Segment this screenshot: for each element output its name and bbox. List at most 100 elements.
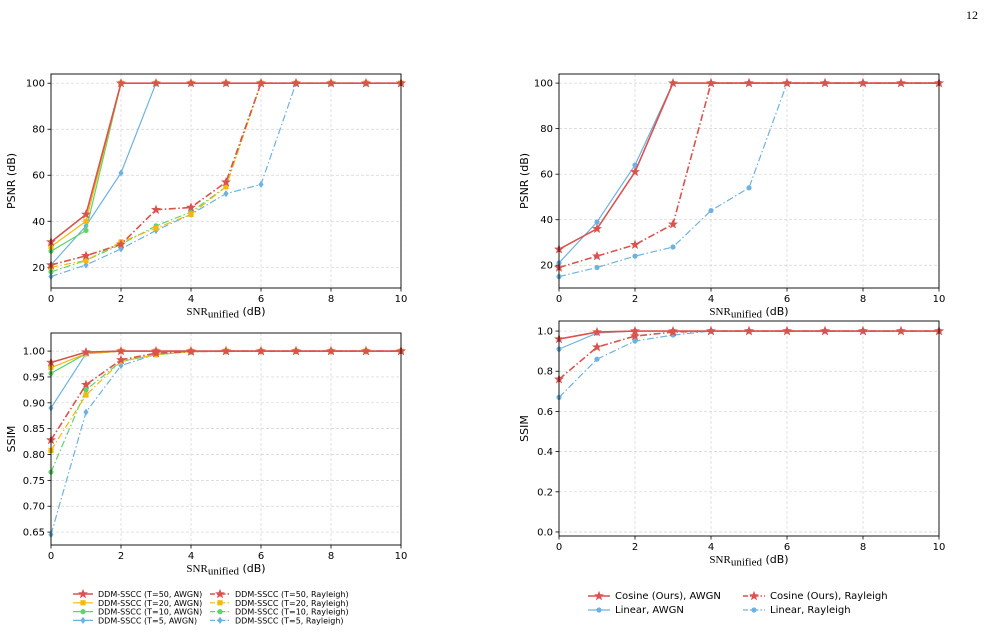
x-tick-label: 6 xyxy=(258,294,264,305)
chart-right-bottom: 0 2 4 6 8 10 0.0 0.2 0.4 0.6 0.8 1.0 SNRunified (dB)… xyxy=(518,320,945,569)
y-tick-label: 20 xyxy=(540,261,553,272)
data-point xyxy=(116,239,126,249)
x-tick-label: 0 xyxy=(48,294,54,305)
data-point xyxy=(630,166,640,177)
data-point xyxy=(256,345,266,356)
data-point xyxy=(83,392,89,398)
legend-label: DDM-SSCC (T=20, Rayleigh) xyxy=(235,599,349,608)
chart-left-bottom: 0 2 4 6 8 10 0.65 0.70 0.75 0.80 0.85 0.90 0.95 1.00 S… xyxy=(5,332,408,578)
y-axis-title: PSNR (dB) xyxy=(518,153,531,209)
y-tick-label: 100 xyxy=(534,79,553,90)
y-tick-label: 0.70 xyxy=(23,502,45,513)
legend-marker xyxy=(217,600,223,606)
y-tick-label: 0.85 xyxy=(23,424,45,435)
legend-marker xyxy=(80,609,86,615)
data-point xyxy=(592,250,602,261)
y-tick-label: 0.95 xyxy=(23,372,45,383)
data-point xyxy=(83,227,89,234)
axes-frame xyxy=(558,73,940,289)
y-tick-label: 0.0 xyxy=(537,527,553,538)
data-point xyxy=(83,218,89,224)
series-line xyxy=(558,82,939,251)
x-tick-label: 8 xyxy=(328,551,334,562)
data-point xyxy=(221,345,231,356)
series-line xyxy=(50,350,401,441)
chart-left-top: 0 2 4 6 8 10 20 40 60 80 100 SNRunified (dB) PSNR (d… xyxy=(5,73,408,321)
x-axis-title: SNRunified (dB) xyxy=(186,305,265,321)
data-point xyxy=(668,77,678,88)
series-line xyxy=(50,82,401,243)
x-tick-label: 2 xyxy=(632,294,638,305)
y-tick-label: 0.80 xyxy=(23,450,45,461)
legend-marker xyxy=(751,607,757,613)
x-tick-label: 2 xyxy=(118,294,124,305)
series-line xyxy=(558,82,939,278)
data-point xyxy=(81,379,91,389)
data-point xyxy=(291,78,301,88)
page-number: 12 xyxy=(966,8,978,22)
y-tick-label: 1.0 xyxy=(537,327,553,338)
data-point xyxy=(668,326,678,337)
y-axis-title: SSIM xyxy=(518,415,531,442)
legend-label: DDM-SSCC (T=10, AWGN) xyxy=(98,608,202,617)
x-tick-label: 10 xyxy=(395,551,408,562)
y-tick-label: 0.6 xyxy=(537,407,553,418)
data-point xyxy=(630,325,640,336)
x-tick-label: 0 xyxy=(556,542,562,553)
data-point xyxy=(668,219,678,229)
data-point xyxy=(632,253,638,259)
x-tick-label: 0 xyxy=(556,294,562,305)
x-tick-label: 8 xyxy=(328,294,334,305)
data-point xyxy=(326,78,336,88)
data-point xyxy=(594,219,600,225)
data-point xyxy=(258,180,264,189)
data-point xyxy=(594,356,600,362)
data-point xyxy=(83,408,89,416)
data-point xyxy=(896,77,906,88)
x-tick-label: 2 xyxy=(632,542,638,553)
data-point xyxy=(83,261,89,269)
x-tick-label: 10 xyxy=(933,294,946,305)
data-point xyxy=(221,78,231,88)
data-point xyxy=(186,346,196,356)
data-point xyxy=(744,325,754,336)
series-line xyxy=(50,82,401,248)
data-point xyxy=(630,239,640,249)
y-tick-label: 60 xyxy=(540,170,553,181)
data-point xyxy=(188,211,194,217)
y-tick-label: 0.8 xyxy=(537,367,553,378)
data-point xyxy=(706,325,716,336)
data-point xyxy=(186,78,196,88)
data-point xyxy=(81,209,91,219)
data-point xyxy=(820,325,830,336)
x-tick-label: 2 xyxy=(118,551,124,562)
series-line xyxy=(50,350,401,409)
data-point xyxy=(81,346,91,357)
y-tick-label: 0.65 xyxy=(23,528,45,539)
x-tick-label: 10 xyxy=(395,294,408,305)
data-point xyxy=(361,78,371,88)
series-line xyxy=(50,82,401,252)
x-axis-title: SNRunified (dB) xyxy=(186,562,265,578)
legend-marker xyxy=(78,588,88,599)
data-point xyxy=(632,338,638,344)
series-line xyxy=(50,82,401,266)
x-tick-label: 6 xyxy=(784,542,790,553)
data-point xyxy=(744,77,754,88)
data-point xyxy=(632,162,638,168)
y-tick-label: 1.00 xyxy=(23,347,45,358)
data-point xyxy=(708,207,714,214)
data-point xyxy=(326,345,336,356)
data-point xyxy=(630,330,640,341)
legend-left: DDM-SSCC (T=50, AWGN)DDM-SSCC (T=20, AWG… xyxy=(73,588,349,625)
data-point xyxy=(592,223,602,234)
legend-right: Cosine (Ours), AWGN Linear, AWGN Cosine (O… xyxy=(588,590,888,616)
legend-label: Linear, Rayleigh xyxy=(770,605,851,616)
data-point xyxy=(153,225,159,231)
y-tick-label: 60 xyxy=(32,171,45,182)
data-point xyxy=(820,77,830,88)
x-axis-title: SNRunified (dB) xyxy=(709,305,788,321)
x-axis-title: SNRunified (dB) xyxy=(709,553,788,569)
legend-label: Cosine (Ours), AWGN xyxy=(615,591,721,602)
